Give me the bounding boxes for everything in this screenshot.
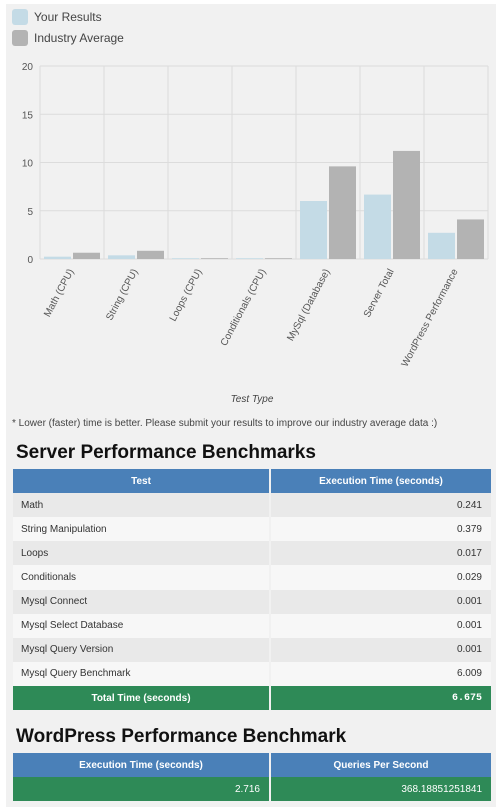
bar (364, 194, 391, 259)
test-name: String Manipulation (13, 517, 271, 542)
table-row: 2.716 368.18851251841 (13, 777, 491, 801)
wp-queries-per-second: 368.18851251841 (270, 777, 491, 801)
test-time: 0.017 (270, 541, 491, 566)
wp-execution-time: 2.716 (13, 777, 271, 801)
table-row: Mysql Select Database 0.001 (13, 613, 491, 638)
test-name: Math (13, 493, 271, 518)
table-row: Conditionals 0.029 (13, 565, 491, 590)
table-row: Mysql Query Version 0.001 (13, 637, 491, 662)
bar (265, 258, 292, 259)
table-header-row: Test Execution Time (seconds) (13, 469, 491, 493)
x-tick-label: Conditionals (CPU) (219, 267, 269, 348)
y-tick-label: 20 (22, 62, 34, 73)
x-axis-title: Test Type (231, 394, 274, 405)
bar (73, 252, 100, 259)
test-name: Conditionals (13, 565, 271, 590)
test-time: 0.029 (270, 565, 491, 590)
table-row: Math 0.241 (13, 493, 491, 518)
table-row: Loops 0.017 (13, 541, 491, 566)
bar (428, 232, 455, 259)
legend-swatch-your-results (12, 8, 28, 25)
bar (457, 219, 484, 259)
test-time: 0.379 (270, 517, 491, 542)
x-tick-label: Loops (CPU) (168, 267, 205, 323)
column-header-test: Test (13, 469, 271, 493)
test-name: Mysql Select Database (13, 613, 271, 638)
total-value: 6.675 (270, 686, 491, 710)
x-tick-label: Math (CPU) (42, 267, 76, 319)
test-time: 0.241 (270, 493, 491, 518)
total-label: Total Time (seconds) (13, 686, 271, 710)
bar (201, 258, 228, 259)
bar (172, 258, 199, 259)
y-tick-label: 10 (22, 159, 34, 170)
y-tick-label: 15 (22, 110, 34, 121)
bar (44, 256, 71, 259)
y-tick-label: 0 (27, 255, 33, 266)
wordpress-benchmark-title: WordPress Performance Benchmark (16, 726, 347, 747)
legend-item-your-results[interactable]: Your Results (12, 6, 124, 27)
test-time: 0.001 (270, 589, 491, 614)
footnote: * Lower (faster) time is better. Please … (12, 418, 438, 429)
test-time: 0.001 (270, 637, 491, 662)
column-header-execution-time: Execution Time (seconds) (270, 469, 491, 493)
x-tick-label: Server Total (362, 267, 397, 319)
y-tick-label: 5 (27, 207, 33, 218)
table-row: Mysql Query Benchmark 6.009 (13, 661, 491, 686)
bar (108, 255, 135, 259)
legend-label: Your Results (34, 9, 102, 24)
table-row: Mysql Connect 0.001 (13, 589, 491, 614)
bar (393, 150, 420, 259)
legend-swatch-industry-average (12, 29, 28, 46)
test-name: Mysql Connect (13, 589, 271, 614)
bar (236, 258, 263, 259)
test-time: 0.001 (270, 613, 491, 638)
column-header-execution-time: Execution Time (seconds) (13, 753, 271, 777)
column-header-queries-per-second: Queries Per Second (270, 753, 491, 777)
legend-label: Industry Average (34, 30, 124, 45)
server-benchmarks-table: Test Execution Time (seconds) Math 0.241… (13, 469, 491, 710)
bar (329, 166, 356, 259)
table-row: String Manipulation 0.379 (13, 517, 491, 542)
x-tick-label: WordPress Performance (400, 267, 461, 369)
server-benchmarks-title: Server Performance Benchmarks (16, 442, 316, 463)
benchmark-chart: 0 5 10 15 20 Math (CPU) String (CPU) Loops (CPU… (22, 62, 489, 405)
test-time: 6.009 (270, 661, 491, 686)
total-row: Total Time (seconds) 6.675 (13, 686, 491, 710)
legend-item-industry-average[interactable]: Industry Average (12, 27, 124, 48)
test-name: Mysql Query Version (13, 637, 271, 662)
test-name: Loops (13, 541, 271, 566)
bar (137, 250, 164, 259)
chart-legend: Your Results Industry Average (12, 6, 124, 48)
bar (300, 201, 327, 259)
x-tick-label: String (CPU) (104, 267, 140, 322)
table-header-row: Execution Time (seconds) Queries Per Sec… (13, 753, 491, 777)
wordpress-benchmark-table: Execution Time (seconds) Queries Per Sec… (13, 753, 491, 801)
x-tick-label: MySql (Database) (285, 267, 332, 343)
test-name: Mysql Query Benchmark (13, 661, 271, 686)
